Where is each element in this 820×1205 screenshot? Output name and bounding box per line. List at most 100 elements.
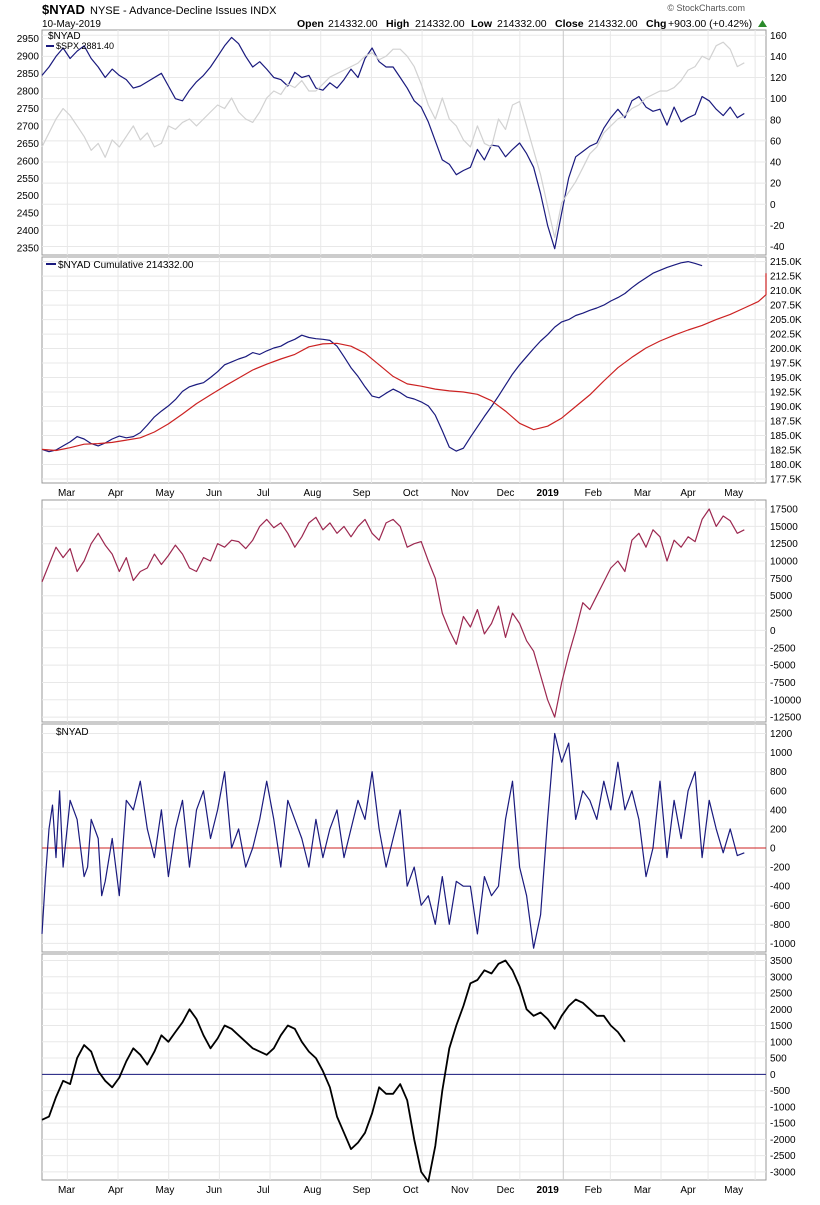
panel5-right-tick-label: 0 <box>770 1070 776 1081</box>
panel3-right-tick-label: -7500 <box>770 678 796 689</box>
panel5-right-tick-label: 1500 <box>770 1021 793 1032</box>
panel1-frame <box>41 29 767 256</box>
panel3-right-tick-label: -10000 <box>770 695 802 706</box>
panel2-x-tick-label: Apr <box>108 488 124 499</box>
panel5-right-tick-label: 3000 <box>770 972 793 983</box>
panel2-right-tick-label: 205.0K <box>770 315 802 326</box>
panel4-right-tick-label: 200 <box>770 824 787 835</box>
panel2-x-tick-label: Nov <box>451 488 469 499</box>
panel1-right-tick-label: 40 <box>770 158 782 169</box>
panel5-x-tick-label: May <box>724 1185 743 1196</box>
panel4-right-tick-label: -1000 <box>770 939 796 950</box>
panel4-right-tick-label: 1200 <box>770 729 793 740</box>
panel2-right-tick-label: 187.5K <box>770 416 802 427</box>
chg-value: +903.00 (+0.42%) <box>668 18 752 30</box>
chart-date: 10-May-2019 <box>42 19 101 30</box>
panel1-right-tick-label: 80 <box>770 115 782 126</box>
panel2-right-tick-label: 197.5K <box>770 359 802 370</box>
panel2-x-tick-label: Feb <box>585 488 603 499</box>
panel2-title: $NYAD Cumulative 214332.00 <box>58 260 194 271</box>
panel2-right-tick-label: 212.5K <box>770 272 802 283</box>
panel3-right-tick-label: -12500 <box>770 713 802 724</box>
panel2-right-tick-label: 210.0K <box>770 286 802 297</box>
panel5-x-tick-label: 2019 <box>537 1185 560 1196</box>
panel1-left-tick-label: 2800 <box>17 87 40 98</box>
panel4-right-tick-label: -800 <box>770 920 790 931</box>
panel2-x-tick-label: Apr <box>680 488 696 499</box>
panel5-right-tick-label: -500 <box>770 1086 790 1097</box>
panel1-left-tick-label: 2500 <box>17 191 40 202</box>
panel2-x-tick-label: May <box>724 488 743 499</box>
panel5-right-tick-label: -2500 <box>770 1151 796 1162</box>
panel1-right-tick-label: 160 <box>770 31 787 42</box>
panel5-frame <box>41 953 767 1181</box>
panel4-right-tick-label: 600 <box>770 786 787 797</box>
close-value: 214332.00 <box>588 18 638 30</box>
panel3-right-tick-label: -5000 <box>770 661 796 672</box>
panel5-x-tick-label: May <box>155 1185 174 1196</box>
panel2-right-tick-label: 215.0K <box>770 257 802 268</box>
panel5-x-tick-label: Apr <box>680 1185 696 1196</box>
panel5-x-tick-label: Jun <box>206 1185 222 1196</box>
panel5-x-tick-label: Aug <box>303 1185 321 1196</box>
panel5-x-tick-label: Dec <box>497 1185 515 1196</box>
panel2-x-tick-label: Aug <box>303 488 321 499</box>
panel1-right-tick-label: 20 <box>770 179 782 190</box>
panel5-series-0 <box>41 959 626 1183</box>
panel4-frame <box>41 723 767 953</box>
panel2-x-tick-label: Jul <box>257 488 270 499</box>
panel4-right-tick-label: 1000 <box>770 748 793 759</box>
panel1-group: -40 -20 0 20 40 60 80 100 120 140 160 2350 2400 2450 2… <box>17 29 787 256</box>
panel2-right-tick-label: 190.0K <box>770 402 802 413</box>
panel2-x-tick-label: Mar <box>58 488 76 499</box>
panel5-x-tick-label: Sep <box>353 1185 371 1196</box>
panel1-left-tick-label: 2750 <box>17 104 40 115</box>
chg-label: Chg <box>646 18 666 30</box>
low-value: 214332.00 <box>497 18 547 30</box>
panel3-right-tick-label: 7500 <box>770 574 793 585</box>
panel2-x-tick-label: Mar <box>634 488 652 499</box>
panel1-left-tick-label: 2600 <box>17 156 40 167</box>
panel5-right-tick-label: -3000 <box>770 1167 796 1178</box>
panel3-group: -12500 -10000 -7500 -5000 -2500 0 2500 5000 7500… <box>41 499 802 724</box>
panel2-right-tick-label: 177.5K <box>770 474 802 485</box>
close-label: Close <box>555 18 584 30</box>
panel4-right-tick-label: 400 <box>770 805 787 816</box>
panel2-right-tick-label: 192.5K <box>770 388 802 399</box>
panel3-frame <box>41 499 767 723</box>
panel3-right-tick-label: 12500 <box>770 539 798 550</box>
panel1-left-tick-label: 2650 <box>17 139 40 150</box>
panel2-right-tick-label: 180.0K <box>770 460 802 471</box>
high-value: 214332.00 <box>415 18 465 30</box>
panel3-right-tick-label: 5000 <box>770 591 793 602</box>
panel1-left-tick-label: 2850 <box>17 69 40 80</box>
panel2-series-0 <box>41 261 703 453</box>
panel1-right-tick-label: -20 <box>770 221 785 232</box>
panel1-left-tick-label: 2450 <box>17 209 40 220</box>
panel1-left-tick-label: 2400 <box>17 226 40 237</box>
panel2-series-1 <box>41 273 767 452</box>
up-arrow-icon <box>758 20 767 27</box>
panel5-x-tick-label: Nov <box>451 1185 469 1196</box>
panel1-right-tick-label: 0 <box>770 200 776 211</box>
panel2-x-tick-label: 2019 <box>537 488 560 499</box>
panel1-right-tick-label: 60 <box>770 136 782 147</box>
panel5-x-tick-label: Feb <box>585 1185 603 1196</box>
panel2-x-tick-label: Oct <box>403 488 419 499</box>
panel3-series-0 <box>41 508 745 718</box>
low-label: Low <box>471 18 493 30</box>
panel4-right-tick-label: -200 <box>770 863 790 874</box>
panel5-right-tick-label: 2500 <box>770 989 793 1000</box>
high-label: High <box>386 18 409 30</box>
panel1-series-1 <box>41 41 745 239</box>
panel1-left-tick-label: 2950 <box>17 34 40 45</box>
panel2-right-tick-label: 207.5K <box>770 301 802 312</box>
panel4-series-0 <box>41 732 745 949</box>
panel2-right-tick-label: 202.5K <box>770 330 802 341</box>
panel5-x-tick-label: Mar <box>58 1185 76 1196</box>
panel2-right-tick-label: 182.5K <box>770 445 802 456</box>
panel5-right-tick-label: 3500 <box>770 956 793 967</box>
panel2-x-tick-label: May <box>155 488 174 499</box>
chart-description: NYSE - Advance-Decline Issues INDX <box>90 5 277 17</box>
